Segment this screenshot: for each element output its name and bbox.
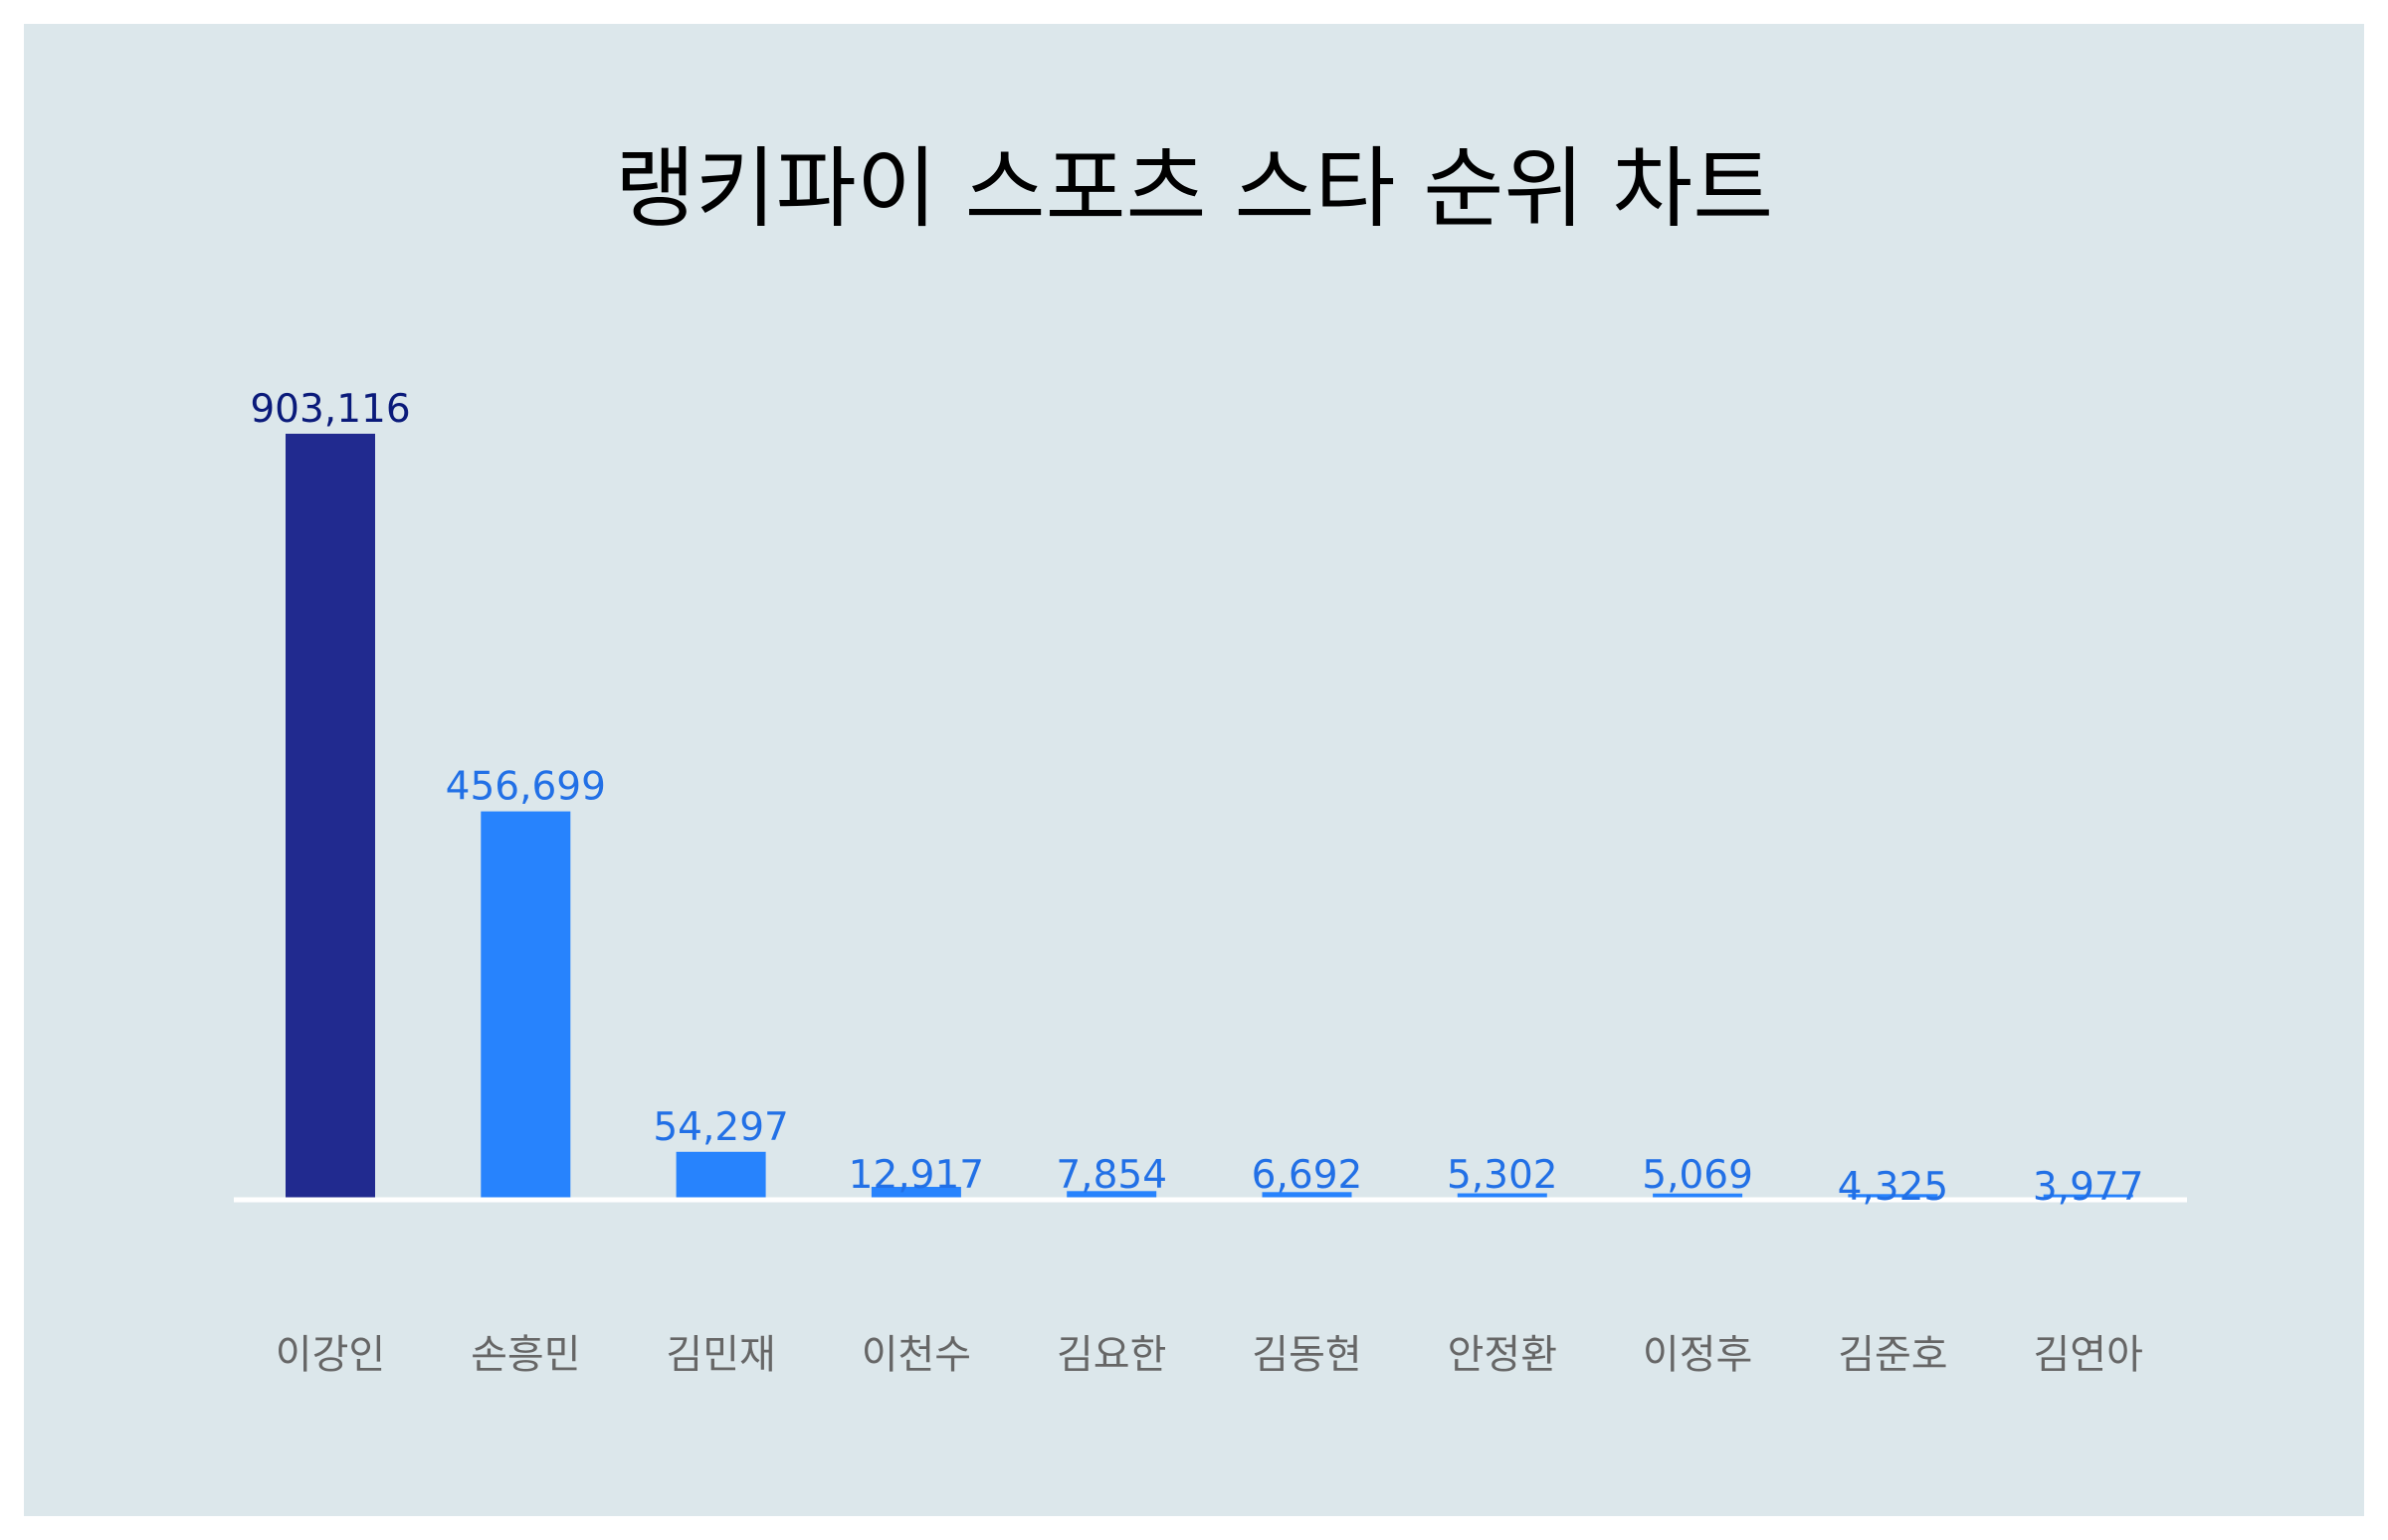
value-label-6: 6,692	[1252, 1153, 1363, 1198]
value-label-5: 7,854	[1056, 1153, 1167, 1198]
category-label-5: 김요한	[1057, 1332, 1166, 1378]
value-label-3: 54,297	[653, 1105, 788, 1150]
value-label-4: 12,917	[849, 1153, 984, 1198]
category-label-1: 이강인	[276, 1332, 385, 1378]
value-label-8: 5,069	[1642, 1153, 1753, 1198]
labels-layer: 903,116 456,699 54,297 12,917 7,854 6,692 5,30…	[250, 387, 2143, 1210]
bar-10	[2043, 1194, 2133, 1198]
chart-panel	[24, 24, 2364, 1516]
value-label-9: 4,325	[1838, 1165, 1949, 1210]
value-label-2: 456,699	[446, 765, 606, 810]
category-label-3: 김민재	[666, 1332, 775, 1378]
category-labels-layer: 이강인 손흥민 김민재 이천수 김요한 김동현 안정환 이정후 김준호 김연아	[276, 1332, 2143, 1378]
bar-9	[1848, 1194, 1938, 1198]
value-label-1: 903,116	[250, 387, 410, 432]
category-label-6: 김동현	[1252, 1332, 1361, 1378]
bars-layer	[286, 434, 2133, 1198]
category-label-2: 손흥민	[471, 1332, 580, 1378]
category-label-9: 김준호	[1838, 1332, 1947, 1378]
bar-8	[1653, 1193, 1743, 1198]
bar-4	[871, 1187, 961, 1198]
category-label-7: 안정환	[1448, 1332, 1557, 1378]
bar-7	[1457, 1193, 1547, 1198]
category-label-8: 이정후	[1643, 1332, 1752, 1378]
value-label-7: 5,302	[1447, 1153, 1558, 1198]
bar-5	[1067, 1191, 1157, 1198]
value-label-10: 3,977	[2033, 1165, 2144, 1210]
bar-2	[481, 811, 571, 1198]
bar-6	[1262, 1192, 1352, 1198]
bar-3	[676, 1151, 766, 1198]
chart-title: 랭키파이 스포츠 스타 순위 차트	[614, 137, 1774, 240]
category-label-4: 이천수	[862, 1332, 971, 1378]
bar-1	[286, 434, 375, 1198]
category-label-10: 김연아	[2033, 1332, 2142, 1378]
